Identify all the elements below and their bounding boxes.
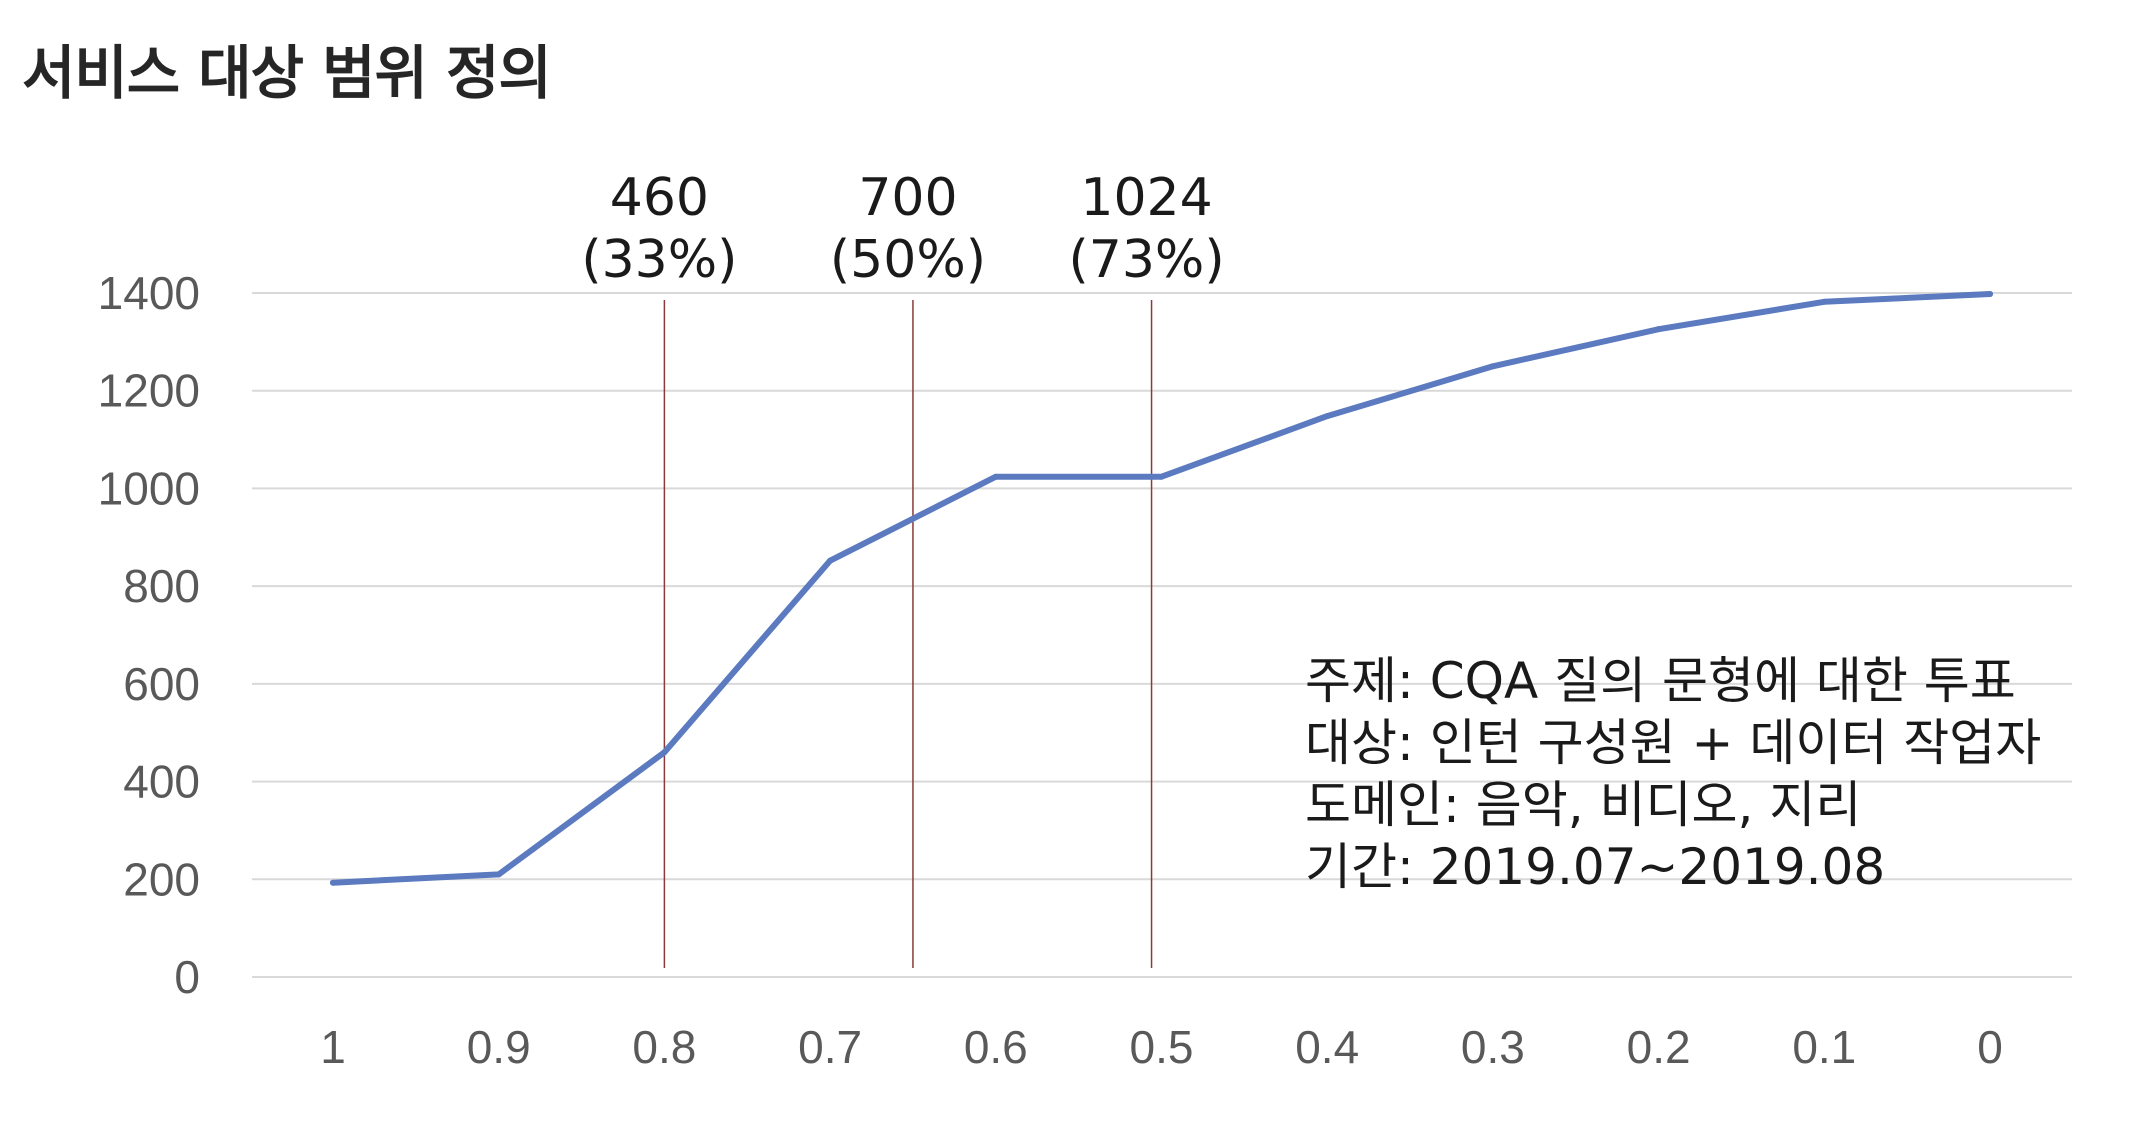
data-point bbox=[1489, 363, 1496, 370]
x-tick-label: 0.3 bbox=[1461, 1021, 1525, 1073]
data-point bbox=[495, 871, 502, 878]
data-point bbox=[1158, 473, 1165, 480]
x-tick-label: 0.6 bbox=[964, 1021, 1028, 1073]
marker-percent-label: (33%) bbox=[581, 230, 737, 290]
annotation-line: 주제: CQA 질의 문형에 대한 투표 bbox=[1305, 652, 2016, 710]
annotation-line: 기간: 2019.07~2019.08 bbox=[1305, 838, 1885, 896]
marker-value-label: 700 bbox=[858, 168, 957, 228]
x-tick-label: 0.1 bbox=[1792, 1021, 1856, 1073]
data-point bbox=[827, 557, 834, 564]
page-title: 서비스 대상 범위 정의 bbox=[22, 39, 552, 107]
data-point bbox=[1987, 290, 1993, 297]
y-tick-label: 200 bbox=[123, 853, 200, 905]
y-tick-label: 600 bbox=[123, 658, 200, 710]
y-tick-label: 1400 bbox=[98, 267, 200, 319]
data-point bbox=[1655, 326, 1662, 333]
y-axis: 0 200 400 600 800 1000 1200 1400 bbox=[98, 267, 200, 1003]
data-point bbox=[1821, 298, 1828, 305]
y-tick-label: 1000 bbox=[98, 462, 200, 514]
data-point bbox=[1324, 413, 1331, 420]
y-tick-label: 0 bbox=[174, 951, 200, 1003]
grid-layer bbox=[252, 292, 2072, 978]
x-tick-label: 0.7 bbox=[798, 1021, 862, 1073]
x-tick-label: 0.8 bbox=[632, 1021, 696, 1073]
y-tick-label: 800 bbox=[123, 560, 200, 612]
data-point bbox=[661, 749, 668, 756]
x-tick-label: 0.5 bbox=[1130, 1021, 1194, 1073]
x-tick-label: 0.9 bbox=[467, 1021, 531, 1073]
series-layer bbox=[330, 290, 1993, 886]
x-tick-label: 0 bbox=[1977, 1021, 2003, 1073]
x-tick-label: 0.4 bbox=[1295, 1021, 1359, 1073]
y-tick-label: 1200 bbox=[98, 365, 200, 417]
marker-percent-label: (73%) bbox=[1068, 230, 1224, 290]
annotation-line: 대상: 인턴 구성원 + 데이터 작업자 bbox=[1305, 714, 2041, 772]
y-tick-label: 400 bbox=[123, 756, 200, 808]
x-tick-label: 1 bbox=[320, 1021, 346, 1073]
data-point bbox=[992, 473, 999, 480]
x-axis: 1 0.9 0.8 0.7 0.6 0.5 0.4 0.3 0.2 0.1 0 bbox=[320, 1021, 2003, 1073]
marker-labels: 460(33%) 700(50%) 1024(73%) bbox=[581, 168, 1224, 290]
marker-value-label: 1024 bbox=[1080, 168, 1212, 228]
data-point bbox=[330, 879, 336, 886]
marker-layer bbox=[663, 300, 1153, 968]
marker-percent-label: (50%) bbox=[830, 230, 986, 290]
marker-value-label: 460 bbox=[610, 168, 709, 228]
x-tick-label: 0.2 bbox=[1627, 1021, 1691, 1073]
annotation-line: 도메인: 음악, 비디오, 지리 bbox=[1305, 776, 1861, 834]
